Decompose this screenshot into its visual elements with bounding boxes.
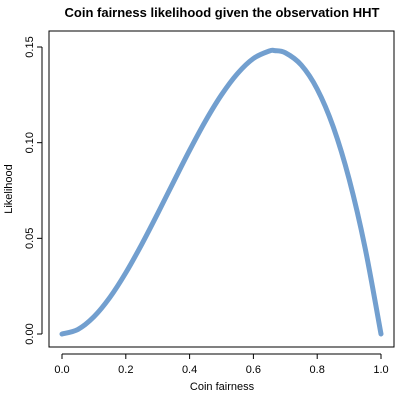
- x-tick-label: 0.2: [118, 364, 133, 376]
- y-tick-label: 0.15: [24, 36, 36, 57]
- y-tick-label: 0.10: [24, 132, 36, 153]
- x-axis: 0.0 0.2 0.4 0.6 0.8 1.0: [54, 353, 389, 376]
- plot-frame: [48, 30, 395, 348]
- x-tick-label: 0.6: [246, 364, 261, 376]
- x-axis-label: Coin fairness: [190, 381, 255, 393]
- y-axis: 0.00 0.05 0.10 0.15: [24, 36, 43, 345]
- likelihood-curve: [59, 47, 384, 337]
- x-tick-label: 1.0: [373, 364, 388, 376]
- series-layer: [59, 47, 384, 337]
- x-tick-label: 0.0: [54, 364, 69, 376]
- y-tick-label: 0.00: [24, 323, 36, 344]
- x-tick-label: 0.4: [182, 364, 197, 376]
- y-axis-label: Likelihood: [3, 164, 15, 214]
- x-tick-label: 0.8: [310, 364, 325, 376]
- y-tick-label: 0.05: [24, 228, 36, 249]
- chart-title: Coin fairness likelihood given the obser…: [65, 5, 380, 20]
